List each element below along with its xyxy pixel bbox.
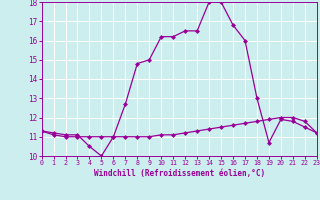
X-axis label: Windchill (Refroidissement éolien,°C): Windchill (Refroidissement éolien,°C) [94, 169, 265, 178]
